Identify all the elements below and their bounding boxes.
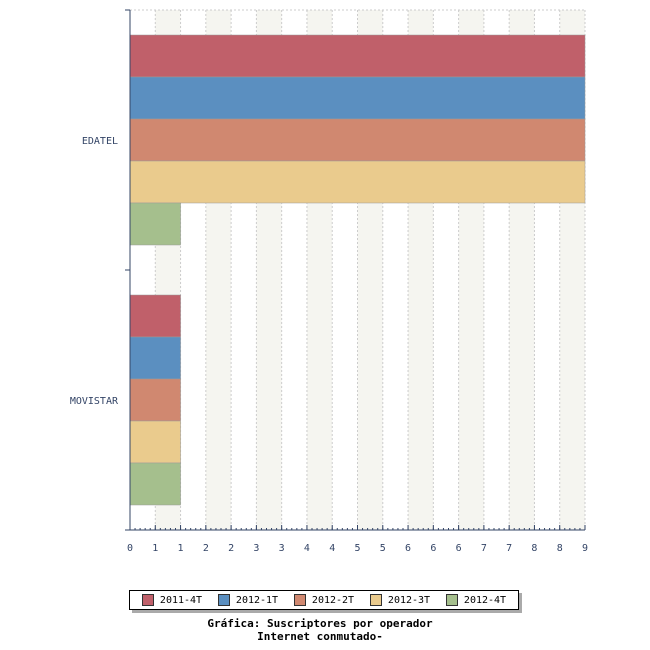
x-tick-label: 1 bbox=[152, 543, 158, 554]
bar-edatel-2011-4T bbox=[129, 34, 586, 78]
bar-movistar-2012-2T bbox=[129, 378, 181, 422]
x-tick-label: 4 bbox=[304, 543, 310, 554]
bar-edatel-2012-2T bbox=[129, 118, 586, 162]
legend-item: 2011-4T bbox=[141, 594, 203, 606]
bar-movistar-2012-4T bbox=[129, 462, 181, 506]
x-tick-label: 3 bbox=[253, 543, 259, 554]
x-tick-label: 8 bbox=[531, 543, 537, 554]
bar-edatel-2012-1T bbox=[129, 76, 586, 120]
x-tick-label: 4 bbox=[329, 543, 335, 554]
legend-swatch bbox=[217, 594, 230, 606]
x-tick-label: 5 bbox=[380, 543, 386, 554]
legend-label: 2012-1T bbox=[235, 594, 279, 606]
legend-label: 2012-4T bbox=[463, 594, 507, 606]
subtitle-line: Internet conmutado- bbox=[257, 630, 383, 643]
x-tick-label: 2 bbox=[228, 543, 234, 554]
x-tick-label: 6 bbox=[405, 543, 411, 554]
bar-chart: 0 1 1 2 2 3 3 4 4 5 5 6 6 6 7 7 8 8 9 EDATEL MOVISTAR bbox=[70, 9, 588, 554]
x-tick-label: 7 bbox=[481, 543, 487, 554]
legend-item: 2012-1T bbox=[217, 594, 279, 606]
bar-edatel-2012-3T bbox=[129, 160, 586, 204]
legend-swatch bbox=[141, 594, 154, 606]
legend-item: 2012-4T bbox=[445, 594, 507, 606]
legend-label: 2012-2T bbox=[311, 594, 355, 606]
x-tick-label: 7 bbox=[506, 543, 512, 554]
legend-swatch bbox=[293, 594, 306, 606]
x-tick-label: 6 bbox=[430, 543, 436, 554]
bar-movistar-2012-1T bbox=[129, 336, 181, 380]
legend: 2011-4T 2012-1T 2012-2T 2012-3T 2012-4T bbox=[129, 590, 519, 610]
bar-edatel-2012-4T bbox=[129, 202, 181, 246]
bar-movistar-2011-4T bbox=[129, 294, 181, 338]
legend-swatch bbox=[445, 594, 458, 606]
x-tick-label: 1 bbox=[178, 543, 184, 554]
legend-item: 2012-2T bbox=[293, 594, 355, 606]
y-category-label: EDATEL bbox=[82, 136, 118, 147]
x-tick-label: 3 bbox=[279, 543, 285, 554]
chart-title: Gráfica: Suscriptores por operador Intern… bbox=[0, 617, 640, 643]
x-tick-label: 5 bbox=[354, 543, 360, 554]
y-category-label: MOVISTAR bbox=[70, 396, 119, 407]
x-tick-label: 6 bbox=[456, 543, 462, 554]
x-tick-label: 0 bbox=[127, 543, 133, 554]
legend-label: 2012-3T bbox=[387, 594, 431, 606]
x-tick-label: 9 bbox=[582, 543, 588, 554]
title-line: Gráfica: Suscriptores por operador bbox=[207, 617, 433, 630]
legend-label: 2011-4T bbox=[159, 594, 203, 606]
legend-swatch bbox=[369, 594, 382, 606]
x-tick-label: 8 bbox=[557, 543, 563, 554]
bar-movistar-2012-3T bbox=[129, 420, 181, 464]
legend-item: 2012-3T bbox=[369, 594, 431, 606]
x-tick-label: 2 bbox=[203, 543, 209, 554]
